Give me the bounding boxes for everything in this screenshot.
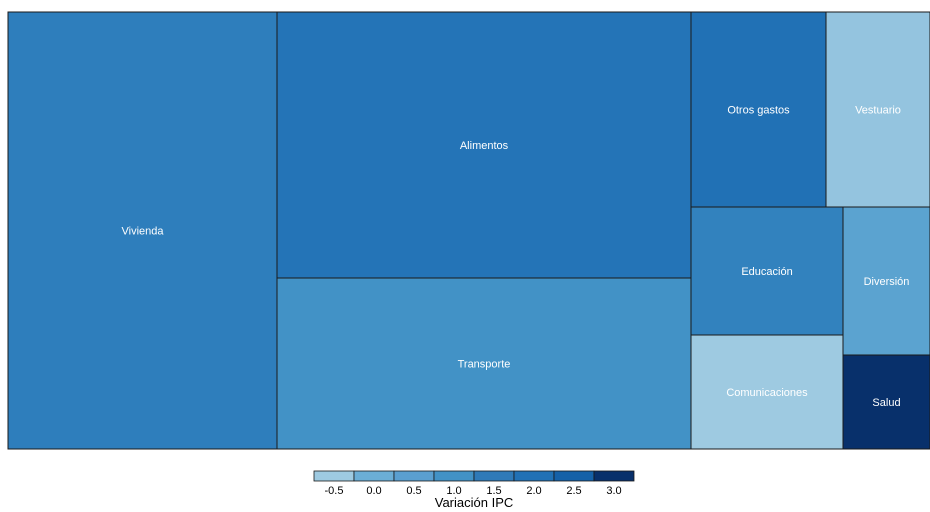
legend-tick-label: 0.5 [406, 485, 421, 497]
legend-tick-label: 3.0 [606, 485, 621, 497]
legend-tick-labels: -0.5 0.0 0.5 1.0 1.5 2.0 2.5 3.0 [325, 485, 622, 497]
treemap-cell-transporte [276, 277, 692, 450]
treemap-cell-comunicaciones [690, 334, 844, 450]
legend-tick-label: 2.0 [526, 485, 541, 497]
treemap-cell-vestuario [825, 11, 930, 208]
legend-swatch [433, 470, 475, 482]
treemap-cell-salud [842, 354, 930, 450]
treemap-label-vestuario: Vestuario [855, 105, 901, 117]
treemap-cells: Vivienda Alimentos Transporte Otros gastos V… [7, 11, 930, 450]
treemap-label-salud: Salud [872, 397, 900, 409]
treemap-label-educacion: Educación [741, 266, 792, 278]
treemap-label-diversion: Diversión [864, 276, 910, 288]
treemap-cell-alimentos [276, 11, 692, 279]
legend-swatch [553, 470, 595, 482]
legend-tick-label: 1.0 [446, 485, 461, 497]
legend-swatch [593, 470, 635, 482]
legend-swatch [313, 470, 355, 482]
color-legend: -0.5 0.0 0.5 1.0 1.5 2.0 2.5 3.0 Variación IPC [313, 470, 635, 510]
legend-tick-label: 2.5 [566, 485, 581, 497]
treemap-cell-diversion [842, 206, 930, 356]
legend-tick-label: 0.0 [366, 485, 381, 497]
legend-swatch [473, 470, 515, 482]
treemap-cell-otros-gastos [690, 11, 827, 208]
treemap-label-otros-gastos: Otros gastos [727, 105, 790, 117]
legend-swatch [353, 470, 395, 482]
treemap-label-vivienda: Vivienda [122, 226, 165, 238]
treemap-label-comunicaciones: Comunicaciones [726, 387, 808, 399]
legend-swatch [393, 470, 435, 482]
legend-swatches [313, 470, 635, 482]
treemap-cell-vivienda [7, 11, 278, 450]
legend-tick-label: 1.5 [486, 485, 501, 497]
treemap-label-alimentos: Alimentos [460, 140, 509, 152]
legend-swatch [513, 470, 555, 482]
treemap-label-transporte: Transporte [458, 359, 511, 371]
treemap-cell-educacion [690, 206, 844, 336]
legend-tick-label: -0.5 [325, 485, 344, 497]
legend-title: Variación IPC [435, 495, 514, 510]
